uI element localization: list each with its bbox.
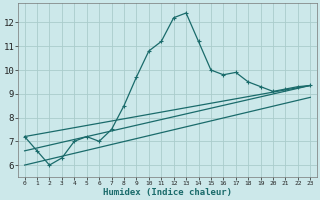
- X-axis label: Humidex (Indice chaleur): Humidex (Indice chaleur): [103, 188, 232, 197]
